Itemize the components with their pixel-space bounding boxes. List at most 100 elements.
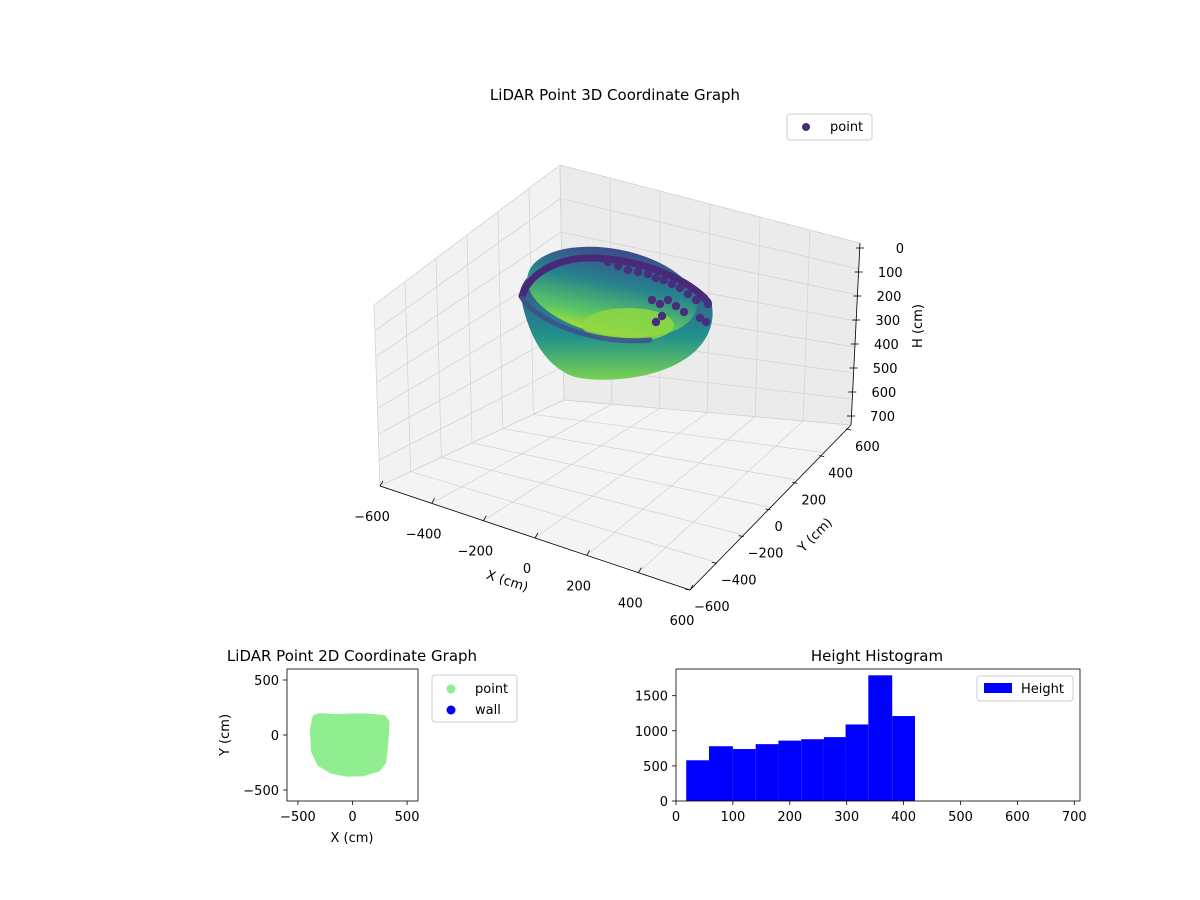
legend-3d-marker <box>802 123 810 131</box>
z-tick-label-3d: 500 <box>873 362 898 377</box>
y-tick-3d <box>819 455 825 458</box>
grid-line-z <box>374 198 859 332</box>
grid-line-z <box>375 231 858 358</box>
z-tick-label-3d: 600 <box>871 386 896 401</box>
x-tick-label-2d: 0 <box>348 810 356 825</box>
wall-point <box>623 265 633 275</box>
chart-2d-title: LiDAR Point 2D Coordinate Graph <box>227 647 477 665</box>
y-tick-label-histogram: 1000 <box>635 725 668 740</box>
y-tick-label-3d: 600 <box>855 440 880 455</box>
x-tick-3d <box>534 532 539 539</box>
z-tick-label-3d: 300 <box>875 314 900 329</box>
x-tick-label-histogram: 600 <box>1005 810 1030 825</box>
y-tick-label-3d: 0 <box>775 520 783 535</box>
legend-histogram: Height <box>976 675 1074 702</box>
x-tick-3d <box>482 515 487 521</box>
x-tick-3d <box>431 498 436 504</box>
y-tick-label-2d: −500 <box>243 784 279 799</box>
x-axis-label-2d: X (cm) <box>331 831 374 846</box>
legend-histogram-swatch <box>984 683 1012 693</box>
wall-point <box>699 293 709 303</box>
legend-histogram-frame <box>976 675 1074 702</box>
y-tick-label-3d: −200 <box>748 547 784 562</box>
wall-point <box>701 317 711 327</box>
chart-histogram: Height Histogram 0 100 200 300 400 500 600 7000… <box>635 647 1087 825</box>
legend-3d: point <box>786 113 873 141</box>
wall-point <box>651 273 661 283</box>
z-tick-label-3d: 0 <box>896 242 904 257</box>
ticks-3d: −600−400−2000200400600−600−400−200020040… <box>354 242 904 629</box>
wall-point <box>651 317 661 327</box>
wall-point <box>691 295 701 305</box>
wall-point <box>679 307 689 317</box>
x-tick-3d <box>689 584 694 591</box>
point-cloud-2d <box>309 713 390 777</box>
z-tick-label-3d: 700 <box>870 410 895 425</box>
x-tick-label-3d: 400 <box>618 597 643 612</box>
y-tick-label-histogram: 0 <box>660 795 668 810</box>
x-tick-label-histogram: 100 <box>720 810 745 825</box>
x-tick-label-3d: 200 <box>566 579 591 594</box>
grid-line-z <box>373 164 861 306</box>
x-tick-label-histogram: 300 <box>834 810 859 825</box>
y-tick-label-histogram: 1500 <box>635 690 668 705</box>
y-tick-label-2d: 0 <box>271 729 279 744</box>
histogram-bar <box>755 744 779 801</box>
wall-point <box>675 283 685 293</box>
y-axis-label-3d: Y (cm) <box>795 515 836 556</box>
y-tick-3d <box>684 588 691 591</box>
y-tick-3d <box>711 561 717 564</box>
ticks-2d: −500 0 500 500 0 −500 <box>243 674 419 825</box>
x-tick-label-histogram: 500 <box>948 810 973 825</box>
x-tick-label-histogram: 200 <box>777 810 802 825</box>
x-tick-label-2d: 500 <box>395 810 420 825</box>
z-axis-line <box>850 242 861 426</box>
legend-histogram-label: Height <box>1021 682 1064 697</box>
y-axis-label-2d: Y (cm) <box>218 714 233 757</box>
x-tick-3d <box>637 567 642 573</box>
histogram-bar <box>823 737 846 801</box>
x-tick-label-histogram: 0 <box>672 810 680 825</box>
histogram-title: Height Histogram <box>811 647 943 665</box>
wall-point <box>657 311 667 321</box>
wall-point <box>655 299 665 309</box>
histogram-bar <box>892 716 915 801</box>
ticks-histogram: 0 100 200 300 400 500 600 700 0 500 1000 1500 <box>635 690 1087 825</box>
wall-point <box>667 279 677 289</box>
legend-2d-marker-wall <box>446 705 456 715</box>
chart-2d: LiDAR Point 2D Coordinate Graph −500 0 500… <box>218 647 518 846</box>
legend-3d-label: point <box>830 120 863 135</box>
chart-3d-title: LiDAR Point 3D Coordinate Graph <box>490 86 740 104</box>
wall-point <box>671 301 681 311</box>
wall-point <box>683 289 693 299</box>
histogram-bar <box>686 760 710 801</box>
y-tick-label-3d: 400 <box>828 467 853 482</box>
legend-3d-frame <box>786 113 873 141</box>
histogram-bar <box>732 749 756 801</box>
histogram-frame <box>675 668 1081 802</box>
x-tick-label-3d: −200 <box>457 545 493 560</box>
histogram-bar <box>709 746 733 801</box>
y-tick-3d <box>845 428 852 431</box>
x-tick-3d <box>586 550 591 556</box>
legend-2d-label-wall: wall <box>475 703 501 718</box>
point-cloud <box>518 246 713 380</box>
wall-point <box>633 267 643 277</box>
bowl-rim-front <box>519 295 653 344</box>
wall-point <box>659 275 669 285</box>
legend-2d: point wall <box>431 674 518 723</box>
bowl-rim <box>518 254 712 306</box>
y-tick-3d <box>765 508 771 511</box>
x-tick-label-3d: 600 <box>670 614 695 629</box>
y-tick-label-3d: −600 <box>694 600 730 615</box>
histogram-bar <box>801 739 824 801</box>
grid-line-z <box>379 399 852 487</box>
y-tick-label-3d: 200 <box>801 493 826 508</box>
legend-2d-marker-point <box>446 684 456 694</box>
wall-point <box>703 299 713 309</box>
wall-point <box>603 257 613 267</box>
histogram-bar <box>778 740 802 801</box>
wall-point <box>613 261 623 271</box>
y-tick-3d <box>738 535 744 538</box>
